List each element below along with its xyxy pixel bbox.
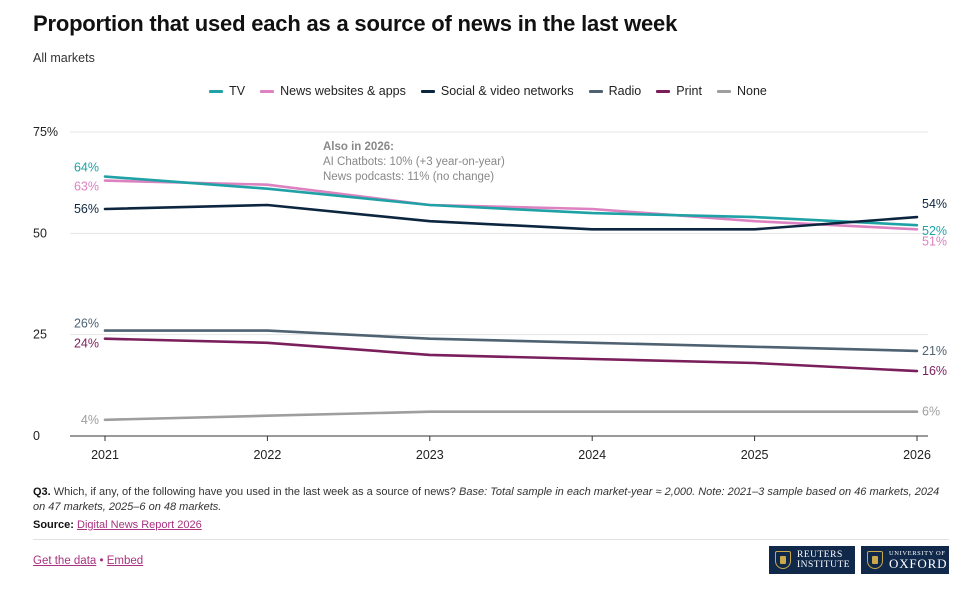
legend-swatch-tv <box>209 89 224 93</box>
base-label: Base: <box>459 486 488 498</box>
legend-label-radio: Radio <box>608 84 642 98</box>
legend-item-radio[interactable]: Radio <box>588 84 642 98</box>
end-label-tv: 52% <box>922 224 947 238</box>
oxford-logo[interactable]: University of OXFORD <box>861 546 949 574</box>
end-label-news_websites: 51% <box>922 234 947 248</box>
reuters-institute-logo[interactable]: Reuters Institute <box>769 546 855 574</box>
question-text: Which, if any, of the following have you… <box>53 486 456 498</box>
legend-swatch-print <box>656 89 671 93</box>
chart-legend: TV News websites & apps Social & video n… <box>0 84 976 98</box>
legend-item-social[interactable]: Social & video networks <box>420 84 574 98</box>
series-line-tv <box>103 175 919 227</box>
reuters-logo-line2: Institute <box>797 560 851 570</box>
legend-item-print[interactable]: Print <box>656 84 702 98</box>
start-label-radio: 26% <box>74 317 99 331</box>
footer-links: Get the data • Embed <box>33 555 143 567</box>
x-tick-label-2025: 2025 <box>741 448 769 462</box>
x-tick-label-2026: 2026 <box>903 448 931 462</box>
legend-item-none[interactable]: None <box>716 84 767 98</box>
source-line: Source: Digital News Report 2026 <box>33 519 202 531</box>
series-line-radio <box>103 329 919 353</box>
x-tick-label-2024: 2024 <box>578 448 606 462</box>
footer-divider <box>33 539 949 540</box>
chart-subtitle: All markets <box>33 51 95 65</box>
legend-label-tv: TV <box>229 84 246 98</box>
note-text: 2021–3 sample based on 46 markets, 2024 … <box>33 486 940 513</box>
oxford-crest-icon <box>867 551 883 569</box>
base-text: Total sample in each market-year ≈ 2,000… <box>490 486 696 498</box>
source-link[interactable]: Digital News Report 2026 <box>77 519 202 531</box>
series-line-social <box>103 203 919 231</box>
start-label-news_websites: 63% <box>74 180 99 194</box>
get-data-link[interactable]: Get the data <box>33 555 97 567</box>
legend-swatch-radio <box>588 89 603 93</box>
legend-item-tv[interactable]: TV <box>209 84 245 98</box>
oxford-logo-small: University of <box>889 550 946 557</box>
legend-label-print: Print <box>676 84 702 98</box>
x-tick-label-2023: 2023 <box>416 448 444 462</box>
legend-swatch-news-websites <box>260 89 275 93</box>
globe-crest-icon <box>775 551 791 569</box>
legend-swatch-social <box>420 89 435 93</box>
line-chart: 0 25 50 75% 2021 2022 2023 2024 2025 2026 64% 52% 63… <box>33 125 947 462</box>
annotation-heading: Also in 2026: <box>323 141 394 153</box>
oxford-logo-big: OXFORD <box>889 556 948 571</box>
series-line-none <box>103 410 919 422</box>
y-tick-label-0: 0 <box>33 429 40 443</box>
embed-link[interactable]: Embed <box>106 555 144 567</box>
start-label-none: 4% <box>81 413 99 427</box>
legend-label-news-websites: News websites & apps <box>280 84 406 98</box>
y-tick-label-75: 75% <box>33 125 58 139</box>
start-label-tv: 64% <box>74 161 99 175</box>
legend-item-news-websites[interactable]: News websites & apps <box>260 84 406 98</box>
end-label-radio: 21% <box>922 344 947 358</box>
end-label-social: 54% <box>922 197 947 211</box>
y-tick-label-50: 50 <box>33 226 47 240</box>
end-label-none: 6% <box>922 405 940 419</box>
reuters-logo-line1: Reuters <box>797 550 843 560</box>
question-label: Q3. <box>33 486 51 498</box>
link-separator: • <box>99 555 104 567</box>
source-label: Source: <box>33 519 74 531</box>
chart-footnote: Q3. Which, if any, of the following have… <box>33 485 943 515</box>
annotation-line-1: AI Chatbots: 10% (+3 year-on-year) <box>323 156 505 168</box>
end-label-print: 16% <box>922 364 947 378</box>
series-line-news_websites <box>103 179 919 231</box>
series-line-print <box>103 337 919 373</box>
y-tick-label-25: 25 <box>33 328 47 342</box>
legend-label-none: None <box>736 84 767 98</box>
annotation-line-2: News podcasts: 11% (no change) <box>323 171 494 183</box>
legend-label-social: Social & video networks <box>440 84 574 98</box>
x-tick-label-2021: 2021 <box>91 448 119 462</box>
start-label-print: 24% <box>74 337 99 351</box>
note-label: Note: <box>698 486 725 498</box>
chart-title: Proportion that used each as a source of… <box>33 11 678 36</box>
legend-swatch-none <box>716 89 731 93</box>
start-label-social: 56% <box>74 202 99 216</box>
x-tick-label-2022: 2022 <box>253 448 281 462</box>
